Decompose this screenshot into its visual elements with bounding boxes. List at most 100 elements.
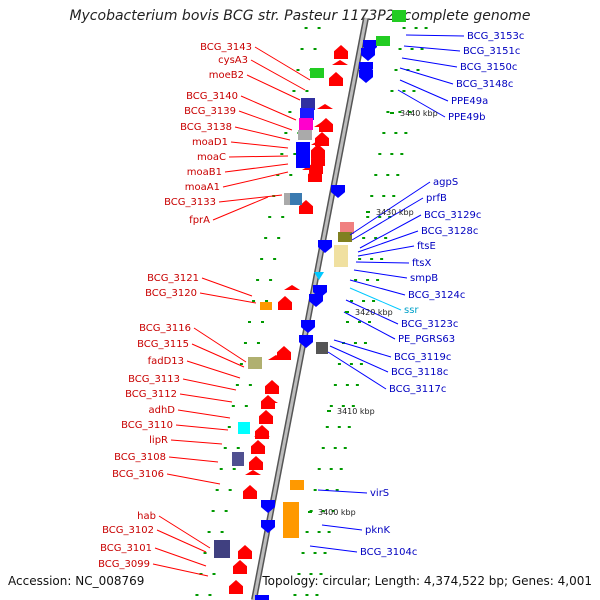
label-leader <box>321 524 363 531</box>
gene-block <box>260 302 272 310</box>
gene-label: BCG_3106 <box>112 469 164 480</box>
reverse-gene-arrow <box>308 168 322 182</box>
scale-label: 3440 kbp <box>400 109 438 118</box>
label-leader <box>403 45 461 52</box>
reverse-gene-arrow <box>229 580 243 594</box>
reverse-gene-arrow <box>314 122 330 127</box>
label-leader <box>193 327 247 363</box>
gene-label: BCG_3102 <box>102 525 154 536</box>
gene-label: fadD13 <box>148 356 184 367</box>
gene-label: BCG_3128c <box>421 226 478 237</box>
label-leader <box>254 46 311 81</box>
gene-features <box>214 10 406 600</box>
reverse-gene-arrow <box>249 456 263 470</box>
label-leader <box>401 57 458 68</box>
label-leader <box>309 545 358 553</box>
gene-label: BCG_3133 <box>164 197 216 208</box>
genome-summary-text: Topology: circular; Length: 4,374,522 bp… <box>262 574 592 588</box>
reverse-gene-arrow <box>262 398 278 403</box>
label-leader <box>182 378 237 391</box>
label-leader <box>156 529 207 553</box>
label-leader <box>177 409 231 419</box>
forward-gene-arrow <box>261 520 275 533</box>
gene-label: moaD1 <box>192 137 228 148</box>
forward-gene-arrow <box>331 185 345 198</box>
gene-label: BCG_3119c <box>394 352 451 363</box>
label-leader <box>212 196 269 221</box>
reverse-gene-arrow <box>245 470 261 475</box>
gene-block <box>296 142 310 168</box>
label-leader <box>152 563 209 577</box>
label-leader <box>349 287 402 311</box>
gene-label: BCG_3153c <box>467 31 524 42</box>
gene-label: BCG_3113 <box>128 374 180 385</box>
reverse-gene-arrow <box>243 485 257 499</box>
gene-label: BCG_3099 <box>98 559 150 570</box>
forward-gene-arrow <box>299 335 313 348</box>
gene-block <box>232 452 244 466</box>
label-leader <box>191 343 245 368</box>
reverse-gene-arrow <box>268 355 284 360</box>
label-leader <box>355 261 410 264</box>
label-leader <box>218 194 283 203</box>
gene-label: moaB1 <box>187 167 222 178</box>
label-leader <box>186 360 241 379</box>
gene-block <box>300 108 314 120</box>
label-leader <box>317 489 368 494</box>
label-leader <box>405 34 465 37</box>
genome-title: Mycobacterium bovis BCG str. Pasteur 117… <box>69 8 531 24</box>
gene-label: ssr <box>404 305 419 316</box>
scale-label: 3420 kbp <box>355 308 393 317</box>
gene-label: moaA1 <box>185 182 220 193</box>
label-leader <box>230 141 289 149</box>
gene-labels: BCG_3143 cysA3 moeB2 BCG_3140 BCG_3139 BCG_31… <box>98 31 524 570</box>
gene-label: moeB2 <box>209 70 244 81</box>
gene-block <box>248 357 262 369</box>
label-leader <box>345 299 399 325</box>
label-leader <box>154 547 207 567</box>
gene-label: BCG_3112 <box>125 389 177 400</box>
scale-label: 3410 kbp <box>337 407 375 416</box>
gene-label: pknK <box>365 525 390 536</box>
gene-block <box>376 36 390 46</box>
label-leader <box>175 424 229 431</box>
gene-block <box>301 98 315 110</box>
gene-label: BCG_3108 <box>114 452 166 463</box>
gene-label: BCG_3151c <box>463 46 520 57</box>
label-leader <box>343 311 396 340</box>
gene-label: adhD <box>148 405 175 416</box>
accession-text: Accession: NC_008769 <box>8 574 145 588</box>
forward-gene-arrow <box>301 320 315 333</box>
gene-label: cysA3 <box>218 55 248 66</box>
forward-gene-arrow <box>318 240 332 253</box>
label-leader <box>170 439 223 445</box>
reverse-gene-arrow <box>284 285 300 290</box>
gene-block <box>340 222 354 234</box>
label-leader <box>199 292 257 304</box>
gene-label: PPE49b <box>448 112 485 123</box>
label-leader <box>397 89 446 118</box>
scale-label: 3430 kbp <box>376 208 414 217</box>
gene-label: BCG_3118c <box>391 367 448 378</box>
reverse-gene-arrow <box>238 545 252 559</box>
gene-block <box>316 342 328 354</box>
gene-label: fprA <box>189 215 210 226</box>
gene-label: PPE49a <box>451 96 488 107</box>
label-leader <box>238 110 293 131</box>
gene-label: agpS <box>433 177 458 188</box>
gene-block <box>283 502 299 538</box>
gene-label: BCG_3124c <box>408 290 465 301</box>
reverse-gene-arrow <box>311 144 325 158</box>
gene-block <box>214 540 230 558</box>
label-leader <box>399 67 454 85</box>
label-leader <box>158 515 211 549</box>
gene-block <box>290 193 302 205</box>
reverse-gene-arrow <box>332 60 348 65</box>
gene-label: BCG_3120 <box>145 288 197 299</box>
gene-label: BCG_3140 <box>186 91 238 102</box>
reverse-gene-arrow <box>278 296 292 310</box>
gene-block <box>284 193 290 205</box>
label-leader <box>222 171 289 188</box>
tick-marks <box>195 27 428 596</box>
